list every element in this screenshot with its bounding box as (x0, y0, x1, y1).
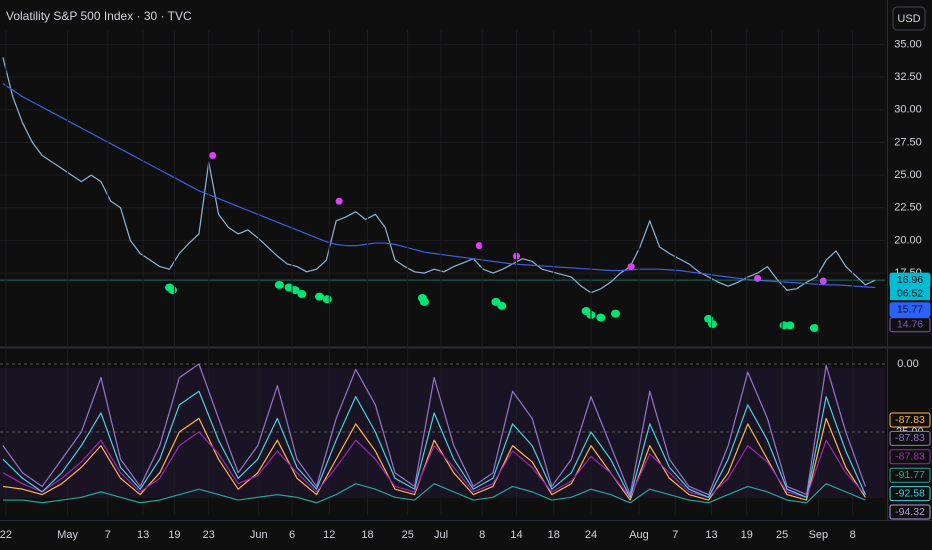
countdown: 06:52 (897, 287, 923, 299)
price-label: -87.83 (895, 414, 925, 426)
signal-dot (497, 301, 507, 310)
signal-dot (209, 151, 217, 159)
signal-dot (610, 309, 620, 318)
countdown-box (890, 287, 930, 301)
series-line (2, 431, 866, 498)
signal-dot (290, 286, 300, 295)
x-tick-label: 12 (323, 529, 335, 541)
price-label-box (889, 430, 931, 446)
price-label: -87.83 (895, 432, 925, 444)
x-tick-label: 25 (776, 529, 788, 541)
price-label: -94.32 (895, 506, 925, 518)
currency-label[interactable]: USD (897, 13, 920, 25)
signal-dot (322, 295, 332, 304)
price-label: 14.76 (897, 319, 923, 331)
series-line (2, 57, 876, 294)
signal-dot (274, 280, 284, 289)
signal-dot (335, 197, 343, 205)
x-tick-label: Aug (629, 529, 649, 541)
price-label: 16.96 (897, 274, 923, 286)
x-tick-label: 18 (361, 529, 373, 541)
price-label-box (889, 317, 931, 333)
price-label-box (889, 302, 931, 318)
signal-dot (297, 290, 307, 299)
y-tick-label: 22.50 (894, 202, 922, 214)
x-tick-label: 6 (289, 529, 295, 541)
signal-dot (475, 242, 483, 250)
signal-dot (419, 297, 429, 306)
price-label-box (889, 449, 931, 465)
x-tick-label: 18 (548, 529, 560, 541)
signal-dot (708, 320, 718, 329)
signal-dot (754, 274, 762, 282)
price-label-box (889, 504, 931, 520)
x-tick-label: May (57, 529, 78, 541)
x-tick-label: 23 (203, 529, 215, 541)
y-tick-label: 27.50 (894, 136, 922, 148)
price-label-box (889, 412, 931, 428)
x-tick-label: 8 (479, 529, 485, 541)
x-tick-label: 22 (0, 529, 12, 541)
x-tick-label: 13 (137, 529, 149, 541)
y-tick-label: 30.00 (894, 104, 922, 116)
signal-dot (809, 324, 819, 333)
signal-dot (627, 263, 635, 271)
y-tick-label: 35.00 (894, 38, 922, 50)
x-tick-label: Jun (250, 529, 268, 541)
series-line (2, 83, 876, 289)
series-line (2, 390, 866, 498)
x-tick-label: 19 (168, 529, 180, 541)
y-tick-label: 32.50 (894, 71, 922, 83)
x-tick-label: 25 (402, 529, 414, 541)
currency-button[interactable] (892, 6, 926, 31)
price-label-box (889, 486, 931, 502)
signal-dot (596, 313, 606, 322)
price-label: -87.83 (895, 451, 925, 463)
price-label: -92.58 (895, 487, 925, 499)
signal-dot (315, 292, 325, 301)
chart-title: Volatility S&P 500 Index · 30 · TVC (6, 9, 192, 23)
x-tick-label: 24 (585, 529, 597, 541)
signal-dot (785, 321, 795, 330)
x-tick-label: 19 (741, 529, 753, 541)
signal-dot (167, 286, 177, 295)
series-line (2, 363, 866, 496)
price-label-box (889, 467, 931, 483)
signal-dot (819, 277, 827, 285)
x-tick-label: Jul (434, 529, 448, 541)
x-tick-label: 14 (510, 529, 522, 541)
y-tick-label: 20.00 (894, 234, 922, 246)
x-tick-label: 7 (105, 529, 111, 541)
plot-layer: 35.0032.5030.0027.5025.0022.5020.0017.50… (0, 30, 931, 541)
x-tick-label: 7 (672, 529, 678, 541)
price-label: 15.77 (897, 304, 923, 316)
x-tick-label: 13 (705, 529, 717, 541)
y-tick-label: 25.00 (894, 169, 922, 181)
price-label: -91.77 (895, 469, 925, 481)
x-tick-label: 8 (850, 529, 856, 541)
series-line (2, 483, 866, 504)
x-tick-label: Sep (809, 529, 829, 541)
y-tick-label: 0.00 (897, 358, 918, 370)
